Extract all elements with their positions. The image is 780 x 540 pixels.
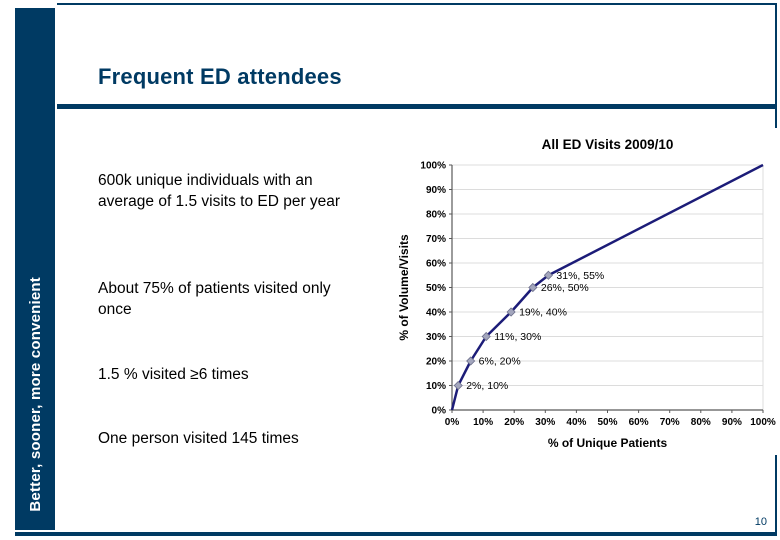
x-tick-label: 80% bbox=[691, 417, 711, 428]
y-tick-label: 70% bbox=[426, 234, 446, 245]
x-tick-label: 0% bbox=[445, 417, 460, 428]
data-point-marker bbox=[543, 270, 553, 280]
y-tick-label: 80% bbox=[426, 210, 446, 221]
x-tick-label: 20% bbox=[504, 417, 524, 428]
bottom-rule bbox=[15, 532, 777, 536]
y-axis-title: % of Volume/Visits bbox=[397, 234, 411, 341]
series-line bbox=[450, 163, 764, 411]
ed-visits-line-chart: 0% 10% 20% 30% 40% 50% 60% 70% 80% 90% 100% 0% 10% 20… bbox=[397, 137, 776, 450]
content-top-border bbox=[57, 3, 777, 5]
data-point-marker bbox=[453, 380, 463, 391]
data-point-label: 6%, 20% bbox=[479, 356, 521, 368]
chart-block: 0% 10% 20% 30% 40% 50% 60% 70% 80% 90% 100% 0% 10% 20… bbox=[393, 128, 780, 455]
slide-title: Frequent ED attendees bbox=[98, 64, 342, 89]
sidebar-banner: Better, sooner, more convenient bbox=[15, 8, 55, 530]
x-tick-label: 60% bbox=[629, 417, 649, 428]
sidebar-tagline: Better, sooner, more convenient bbox=[26, 277, 44, 512]
data-point-marker bbox=[528, 282, 538, 293]
y-tick-label: 90% bbox=[426, 185, 446, 196]
bullet-visited-once: About 75% of patients visited only once bbox=[98, 280, 331, 318]
data-point-marker bbox=[481, 331, 491, 342]
title-underline bbox=[57, 104, 777, 109]
chart-title: All ED Visits 2009/10 bbox=[542, 137, 674, 152]
bullet-six-times: 1.5 % visited ≥6 times bbox=[98, 366, 249, 383]
x-axis-title: % of Unique Patients bbox=[548, 436, 668, 450]
data-point-marker bbox=[466, 356, 476, 366]
y-tick-label: 10% bbox=[426, 381, 446, 392]
bullet-unique-individuals: 600k unique individuals with an average … bbox=[98, 172, 341, 210]
x-tick-label: 10% bbox=[473, 417, 493, 428]
y-tick-label: 40% bbox=[426, 308, 446, 319]
data-point-label: 11%, 30% bbox=[494, 331, 541, 343]
x-tick-label: 100% bbox=[750, 417, 776, 428]
y-tick-label: 0% bbox=[432, 406, 447, 417]
data-point-label: 19%, 40% bbox=[519, 307, 567, 319]
x-tick-label: 40% bbox=[566, 417, 586, 428]
data-point-label: 26%, 50% bbox=[541, 282, 589, 294]
x-tick-label: 50% bbox=[597, 417, 617, 428]
page-number: 10 bbox=[754, 516, 767, 528]
y-tick-label: 50% bbox=[426, 283, 446, 294]
y-tick-label: 30% bbox=[426, 332, 446, 343]
data-point-marker bbox=[506, 307, 516, 317]
data-point-label: 31%, 55% bbox=[556, 270, 604, 282]
y-tick-label: 20% bbox=[426, 357, 446, 368]
bullet-145-times: One person visited 145 times bbox=[98, 430, 299, 447]
data-point-label: 2%, 10% bbox=[466, 380, 508, 392]
y-tick-label: 100% bbox=[420, 161, 446, 172]
x-tick-label: 90% bbox=[722, 417, 742, 428]
x-tick-label: 30% bbox=[535, 417, 555, 428]
x-tick-label: 70% bbox=[660, 417, 680, 428]
y-tick-label: 60% bbox=[426, 259, 446, 270]
